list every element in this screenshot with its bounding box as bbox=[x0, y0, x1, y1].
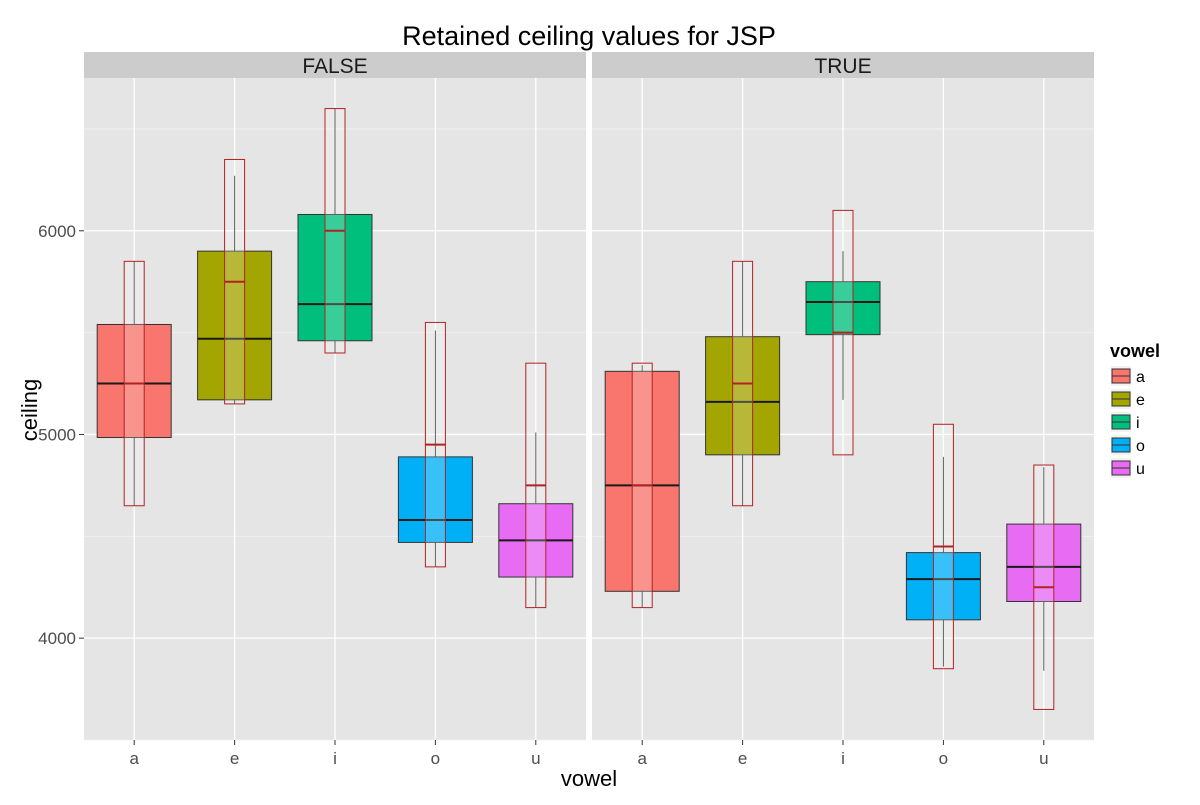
box-false-i bbox=[297, 108, 373, 353]
overlay-true-o bbox=[932, 423, 954, 670]
facet-strip-true bbox=[592, 52, 1094, 78]
box-true-i bbox=[805, 251, 881, 400]
x-tick-label: i bbox=[333, 749, 337, 768]
x-tick-label: e bbox=[230, 749, 239, 768]
chart-title: Retained ceiling values for JSP bbox=[402, 21, 776, 51]
panel-false: FALSE a e i o u bbox=[84, 52, 586, 768]
box-body bbox=[1006, 523, 1082, 602]
box-true-e bbox=[705, 261, 781, 506]
box-body bbox=[805, 281, 881, 336]
x-tick-label: e bbox=[738, 749, 747, 768]
legend-entry-o: o bbox=[1111, 435, 1145, 455]
legend-entry-i: i bbox=[1111, 412, 1140, 432]
x-tick-label: o bbox=[431, 749, 440, 768]
y-tick-label: 4000 bbox=[38, 629, 76, 648]
overlay-true-a bbox=[631, 362, 653, 609]
box-false-a bbox=[96, 261, 172, 506]
x-tick-label: u bbox=[1039, 749, 1048, 768]
legend-entry-a: a bbox=[1111, 366, 1145, 386]
overlay-false-o bbox=[424, 321, 446, 568]
x-tick-label: i bbox=[841, 749, 845, 768]
box-body bbox=[96, 323, 172, 439]
x-tick-label: a bbox=[129, 749, 139, 768]
box-false-o bbox=[397, 330, 473, 567]
x-tick-label: o bbox=[939, 749, 948, 768]
y-axis: 4000 5000 6000 bbox=[38, 222, 84, 648]
legend-label: e bbox=[1136, 392, 1145, 409]
legend-label: i bbox=[1136, 415, 1140, 432]
y-tick-label: 5000 bbox=[38, 425, 76, 444]
box-body bbox=[297, 213, 373, 342]
legend-title: vowel bbox=[1110, 341, 1160, 361]
overlay-true-i bbox=[832, 209, 854, 456]
box-body bbox=[604, 370, 680, 592]
legend-label: a bbox=[1136, 369, 1145, 386]
box-true-u bbox=[1006, 467, 1082, 671]
overlay-false-e bbox=[224, 158, 246, 405]
legend-entry-e: e bbox=[1111, 389, 1145, 409]
box-body bbox=[397, 456, 473, 543]
panel-true: TRUE a e i o u bbox=[592, 52, 1094, 768]
x-tick-label: u bbox=[531, 749, 540, 768]
box-true-o bbox=[905, 456, 981, 667]
box-body bbox=[905, 552, 981, 621]
legend-label: o bbox=[1136, 438, 1145, 455]
overlay-false-u bbox=[525, 362, 547, 609]
box-body bbox=[197, 250, 273, 401]
x-tick-label: a bbox=[637, 749, 647, 768]
box-body bbox=[705, 336, 781, 456]
box-false-e bbox=[197, 175, 273, 404]
overlay-true-u bbox=[1033, 464, 1055, 710]
y-tick-label: 6000 bbox=[38, 222, 76, 241]
legend-entry-u: u bbox=[1111, 458, 1145, 478]
legend-label: u bbox=[1136, 461, 1145, 478]
facet-strip-false bbox=[84, 52, 586, 78]
overlay-true-e bbox=[732, 260, 754, 507]
overlay-false-i bbox=[324, 108, 346, 354]
box-true-a bbox=[604, 365, 680, 608]
facet-label-true: TRUE bbox=[814, 55, 871, 78]
box-false-u bbox=[498, 432, 574, 608]
facet-label-false: FALSE bbox=[302, 55, 367, 78]
overlay-false-a bbox=[123, 260, 145, 507]
y-axis-label: ceiling bbox=[17, 379, 42, 441]
x-axis-label: vowel bbox=[561, 766, 617, 791]
